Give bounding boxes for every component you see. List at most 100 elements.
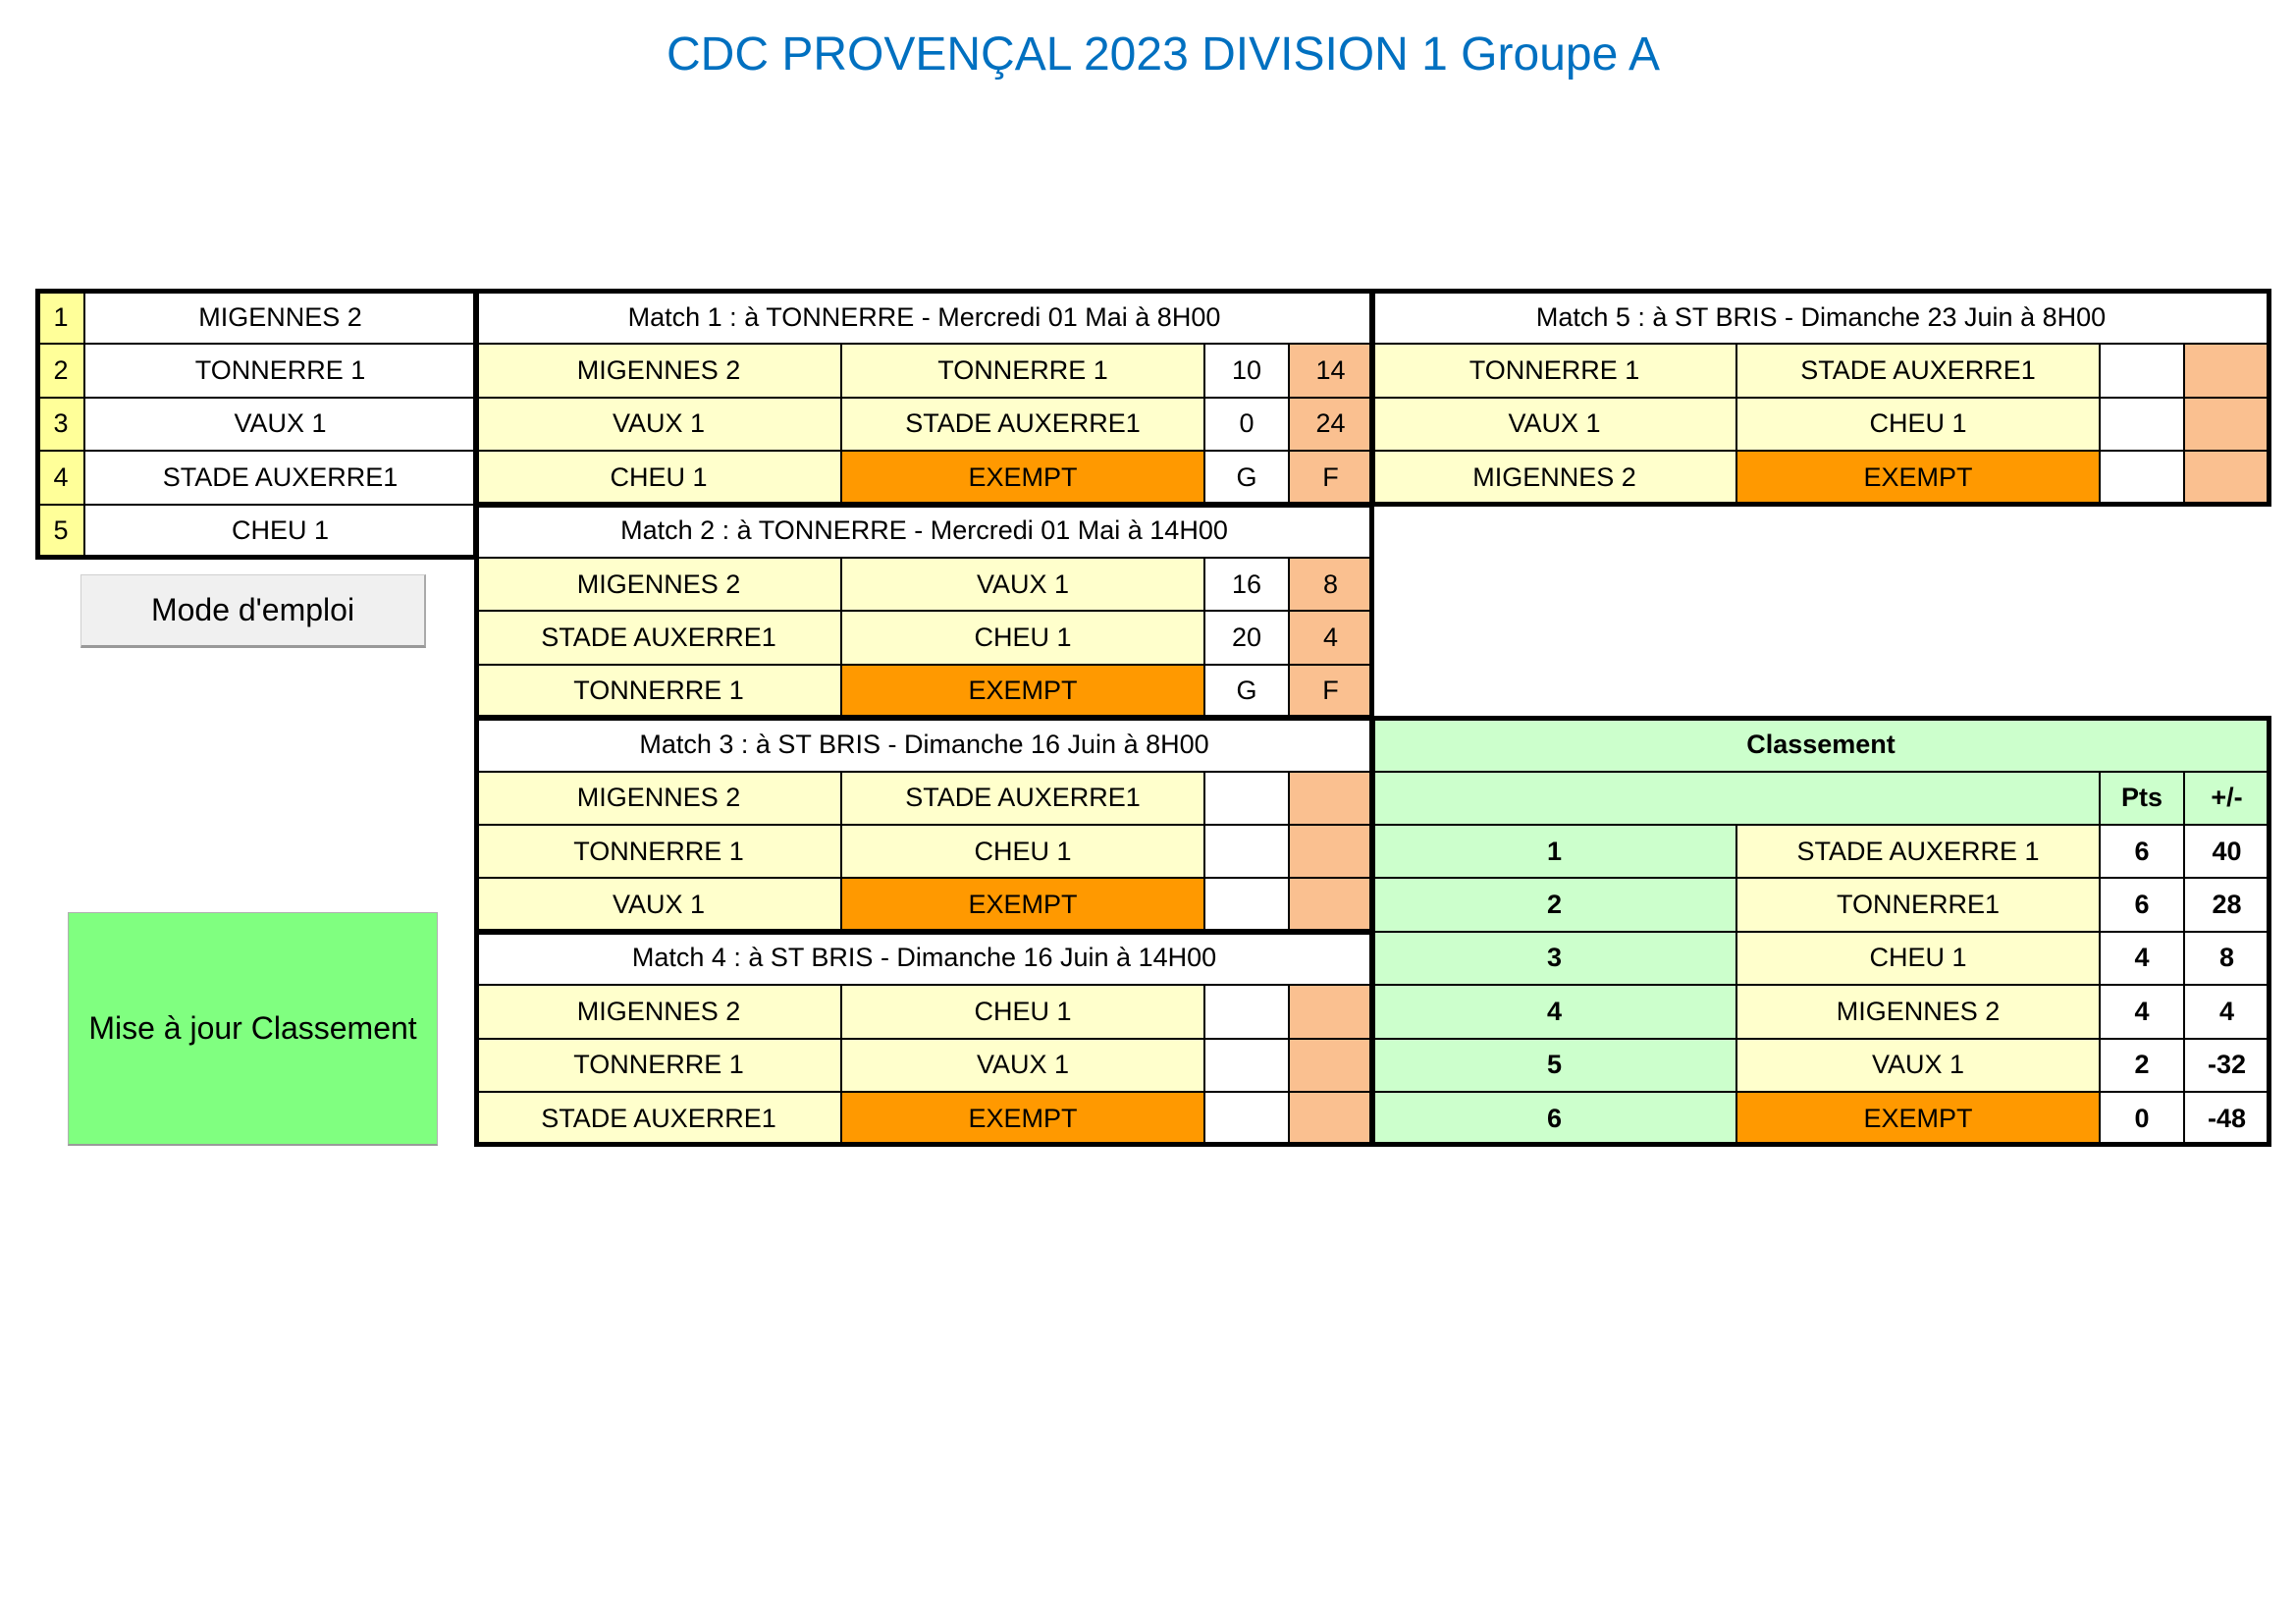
home-team: CHEU 1 [476,451,841,505]
score-away: 24 [1289,397,1372,452]
score-home [2100,397,2184,452]
score-home [1204,771,1289,825]
ranking-position: 3 [1372,931,1736,986]
score-home [1204,878,1289,932]
match-header: Match 2 : à TONNERRE - Mercredi 01 Mai à… [476,504,1372,558]
match-header: Match 5 : à ST BRIS - Dimanche 23 Juin à… [1372,291,2269,345]
home-team: STADE AUXERRE1 [476,611,841,665]
ranking-points: 0 [2100,1092,2184,1146]
score-away: 8 [1289,558,1372,612]
ranking-header-blank [1372,771,2100,825]
score-away [2184,397,2269,452]
score-home [1204,1092,1289,1146]
team-number: 5 [37,504,84,558]
score-away [1289,985,1372,1039]
ranking-title: Classement [1372,718,2269,772]
away-team: EXEMPT [841,451,1204,505]
ranking-points: 4 [2100,931,2184,986]
away-team: EXEMPT [1736,451,2100,505]
ranking-team: CHEU 1 [1736,931,2100,986]
home-team: MIGENNES 2 [476,771,841,825]
team-name: TONNERRE 1 [84,344,476,398]
ranking-team: TONNERRE1 [1736,878,2100,932]
away-team: VAUX 1 [841,1038,1204,1092]
away-team: STADE AUXERRE1 [841,771,1204,825]
home-team: TONNERRE 1 [1372,344,1736,398]
team-number: 2 [37,344,84,398]
ranking-team: EXEMPT [1736,1092,2100,1146]
update-ranking-button[interactable]: Mise à jour Classement [68,912,438,1146]
score-away [1289,878,1372,932]
ranking-position: 4 [1372,985,1736,1039]
mode-emploi-button[interactable]: Mode d'emploi [80,574,426,648]
team-name: STADE AUXERRE1 [84,451,476,505]
ranking-points: 6 [2100,825,2184,879]
away-team: EXEMPT [841,664,1204,719]
page-title: CDC PROVENÇAL 2023 DIVISION 1 Groupe A [667,28,1660,81]
match-header: Match 1 : à TONNERRE - Mercredi 01 Mai à… [476,291,1372,345]
score-home: 0 [1204,397,1289,452]
score-home [1204,1038,1289,1092]
away-team: STADE AUXERRE1 [1736,344,2100,398]
score-home [2100,344,2184,398]
ranking-team: VAUX 1 [1736,1038,2100,1092]
ranking-points: 4 [2100,985,2184,1039]
ranking-difference: 8 [2184,931,2269,986]
home-team: TONNERRE 1 [476,825,841,879]
score-home [1204,985,1289,1039]
score-away [2184,451,2269,505]
away-team: STADE AUXERRE1 [841,397,1204,452]
away-team: TONNERRE 1 [841,344,1204,398]
team-name: CHEU 1 [84,504,476,558]
ranking-difference: 4 [2184,985,2269,1039]
home-team: STADE AUXERRE1 [476,1092,841,1146]
score-home [2100,451,2184,505]
ranking-team: MIGENNES 2 [1736,985,2100,1039]
team-number: 4 [37,451,84,505]
score-away [1289,1092,1372,1146]
team-name: VAUX 1 [84,397,476,452]
ranking-header-diff: +/- [2184,771,2269,825]
score-away: 14 [1289,344,1372,398]
score-away: F [1289,451,1372,505]
home-team: MIGENNES 2 [1372,451,1736,505]
home-team: MIGENNES 2 [476,558,841,612]
away-team: CHEU 1 [841,985,1204,1039]
away-team: EXEMPT [841,878,1204,932]
away-team: CHEU 1 [841,611,1204,665]
score-away [1289,771,1372,825]
ranking-points: 6 [2100,878,2184,932]
home-team: TONNERRE 1 [476,1038,841,1092]
ranking-difference: 28 [2184,878,2269,932]
ranking-position: 1 [1372,825,1736,879]
ranking-team: STADE AUXERRE 1 [1736,825,2100,879]
team-number: 1 [37,291,84,345]
ranking-difference: -48 [2184,1092,2269,1146]
score-home [1204,825,1289,879]
score-away [1289,1038,1372,1092]
score-home: G [1204,451,1289,505]
ranking-difference: -32 [2184,1038,2269,1092]
home-team: MIGENNES 2 [476,344,841,398]
home-team: MIGENNES 2 [476,985,841,1039]
away-team: CHEU 1 [841,825,1204,879]
match-header: Match 3 : à ST BRIS - Dimanche 16 Juin à… [476,718,1372,772]
ranking-position: 6 [1372,1092,1736,1146]
ranking-points: 2 [2100,1038,2184,1092]
ranking-position: 2 [1372,878,1736,932]
away-team: CHEU 1 [1736,397,2100,452]
score-away [1289,825,1372,879]
score-home: G [1204,664,1289,719]
away-team: EXEMPT [841,1092,1204,1146]
score-home: 20 [1204,611,1289,665]
home-team: VAUX 1 [1372,397,1736,452]
match-header: Match 4 : à ST BRIS - Dimanche 16 Juin à… [476,931,1372,986]
score-home: 16 [1204,558,1289,612]
home-team: VAUX 1 [476,878,841,932]
ranking-position: 5 [1372,1038,1736,1092]
away-team: VAUX 1 [841,558,1204,612]
score-away: F [1289,664,1372,719]
ranking-difference: 40 [2184,825,2269,879]
home-team: VAUX 1 [476,397,841,452]
home-team: TONNERRE 1 [476,664,841,719]
